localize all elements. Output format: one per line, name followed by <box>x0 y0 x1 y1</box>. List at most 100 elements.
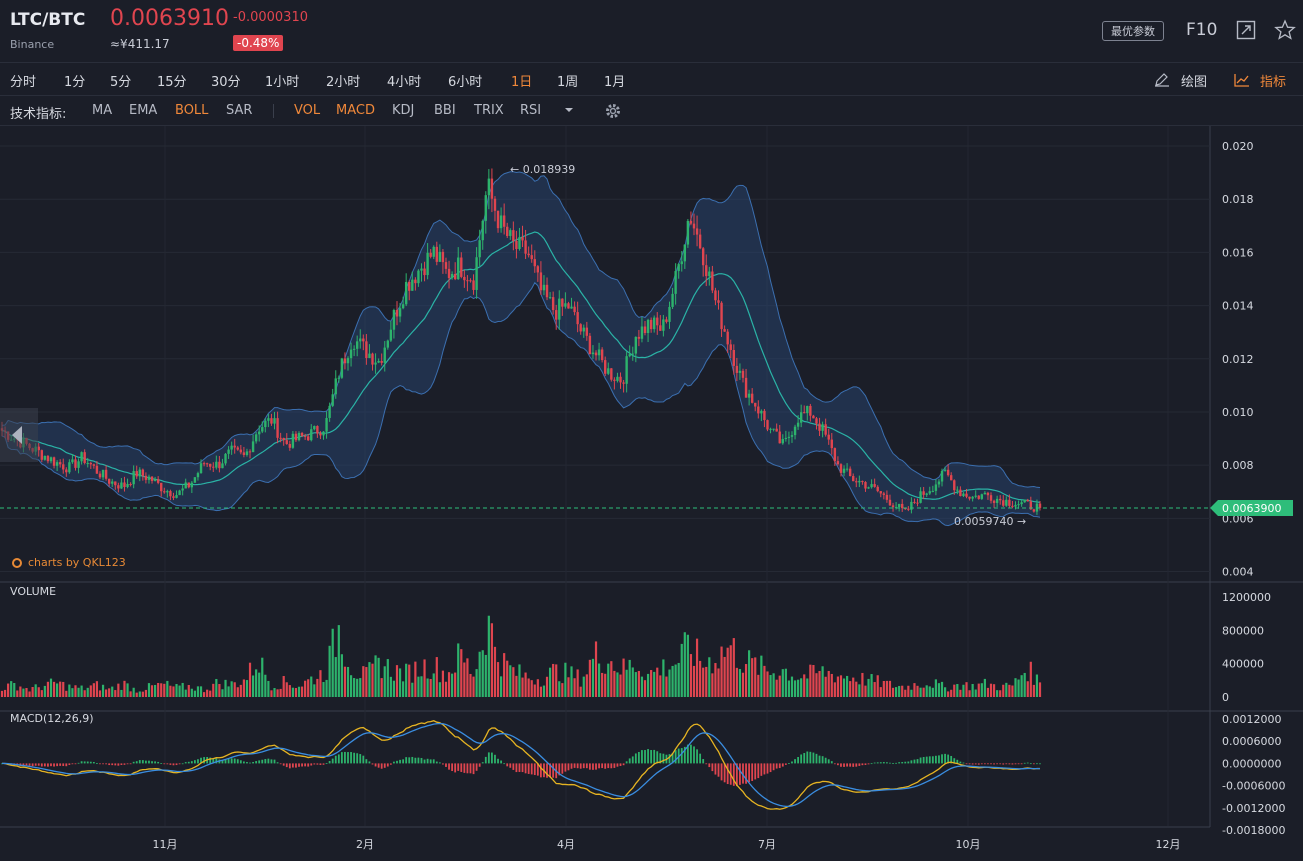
candle-body <box>153 479 157 481</box>
volume-bar <box>555 664 558 697</box>
volume-bar <box>610 661 613 697</box>
candle-body <box>147 476 151 480</box>
ind-sar[interactable]: SAR <box>226 103 253 118</box>
macd-histogram-bar <box>1014 763 1017 765</box>
x-tick-label: 4月 <box>557 838 575 851</box>
candle-body <box>747 393 751 398</box>
macd-histogram-bar <box>647 749 649 764</box>
volume-bar <box>426 678 429 697</box>
price-chart[interactable]: 0.020 0.018 0.016 0.014 0.012 0.010 0.008 0.006… <box>0 126 1303 861</box>
gear-icon[interactable] <box>604 102 622 120</box>
macd-histogram-bar <box>742 763 744 784</box>
candle-body <box>561 298 564 307</box>
candle-body <box>368 353 371 359</box>
macd-histogram-bar <box>524 763 527 774</box>
volume-bar <box>751 658 754 697</box>
volume-bar <box>52 681 56 697</box>
tf-1m[interactable]: 1分 <box>64 75 86 90</box>
draw-button[interactable]: 绘图 <box>1181 75 1208 90</box>
candle-body <box>230 445 233 450</box>
macd-histogram-bar <box>233 758 236 764</box>
volume-bar <box>157 682 160 697</box>
tf-15m[interactable]: 15分 <box>157 75 187 90</box>
volume-bar <box>193 690 197 697</box>
candle-body <box>343 358 347 364</box>
macd-histogram-bar <box>359 754 362 764</box>
tf-4h[interactable]: 4小时 <box>387 75 422 90</box>
candle-body <box>300 433 304 436</box>
macd-histogram-bar <box>31 763 34 767</box>
tf-1mo[interactable]: 1月 <box>604 75 626 90</box>
volume-bar <box>1002 684 1005 697</box>
tf-fenshi[interactable]: 分时 <box>10 75 37 90</box>
ind-bbi[interactable]: BBI <box>434 103 456 118</box>
macd-histogram-bar <box>194 760 196 764</box>
volume-bar <box>861 672 864 697</box>
volume-bar <box>420 676 423 697</box>
volume-bar <box>781 669 784 697</box>
f10-button[interactable]: F10 <box>1186 20 1218 40</box>
macd-histogram-bar <box>800 754 803 764</box>
macd-histogram-bar <box>344 751 346 764</box>
volume-bar <box>503 653 506 697</box>
macd-tick-label: 0.0006000 <box>1222 735 1282 748</box>
ind-ema[interactable]: EMA <box>129 103 158 118</box>
macd-histogram-bar <box>653 749 656 764</box>
candle-body <box>441 251 445 263</box>
indicator-icon[interactable] <box>1234 73 1250 87</box>
macd-histogram-bar <box>310 763 313 766</box>
tf-1h[interactable]: 1小时 <box>265 75 300 90</box>
candle-body <box>1011 505 1014 507</box>
caret-down-icon[interactable] <box>564 106 574 114</box>
candle-body <box>209 463 212 467</box>
volume-bar <box>754 657 757 697</box>
tf-6h[interactable]: 6小时 <box>448 75 483 90</box>
volume-bar <box>735 667 738 697</box>
macd-histogram-bar <box>686 744 689 764</box>
volume-bar <box>999 690 1002 697</box>
indicator-button[interactable]: 指标 <box>1260 75 1287 90</box>
candle-body <box>1002 500 1005 506</box>
macd-histogram-bar <box>784 763 787 765</box>
volume-bar <box>787 680 791 697</box>
ind-rsi[interactable]: RSI <box>520 103 542 118</box>
fullscreen-icon[interactable] <box>1236 20 1256 40</box>
volume-bar <box>950 689 953 697</box>
candle-body <box>95 465 99 474</box>
ind-vol[interactable]: VOL <box>294 103 321 118</box>
macd-histogram-bar <box>824 757 827 764</box>
ind-ma[interactable]: MA <box>92 103 113 118</box>
tf-30m[interactable]: 30分 <box>211 75 241 90</box>
ind-boll[interactable]: BOLL <box>175 103 209 118</box>
macd-histogram-bar <box>962 762 965 764</box>
volume-bar <box>362 666 365 697</box>
tf-1d[interactable]: 1日 <box>511 75 533 90</box>
tf-5m[interactable]: 5分 <box>110 75 132 90</box>
pencil-icon[interactable] <box>1154 73 1170 87</box>
candle-body <box>558 298 561 320</box>
volume-bar <box>521 677 524 697</box>
volume-bar <box>953 684 956 697</box>
macd-histogram-bar <box>778 763 781 769</box>
ind-kdj[interactable]: KDJ <box>392 103 415 118</box>
tf-1w[interactable]: 1周 <box>557 75 579 90</box>
candle-body <box>303 435 307 437</box>
macd-histogram-bar <box>203 757 205 764</box>
ind-macd[interactable]: MACD <box>336 103 375 118</box>
volume-bar <box>539 686 543 697</box>
volume-bar <box>7 683 10 697</box>
tf-2h[interactable]: 2小时 <box>326 75 361 90</box>
volume-bar <box>310 676 313 697</box>
ind-trix[interactable]: TRIX <box>474 103 504 118</box>
star-icon[interactable] <box>1274 19 1296 41</box>
candle-body <box>221 463 224 469</box>
macd-histogram-bar <box>105 763 108 765</box>
macd-histogram-bar <box>71 763 74 765</box>
volume-bar <box>613 670 616 697</box>
best-params-button[interactable]: 最优参数 <box>1102 21 1164 41</box>
candle-body <box>891 505 895 508</box>
macd-histogram-bar <box>561 763 564 774</box>
scroll-left-icon[interactable] <box>0 408 38 462</box>
volume-bar <box>258 672 261 697</box>
macd-histogram-bar <box>141 760 144 764</box>
